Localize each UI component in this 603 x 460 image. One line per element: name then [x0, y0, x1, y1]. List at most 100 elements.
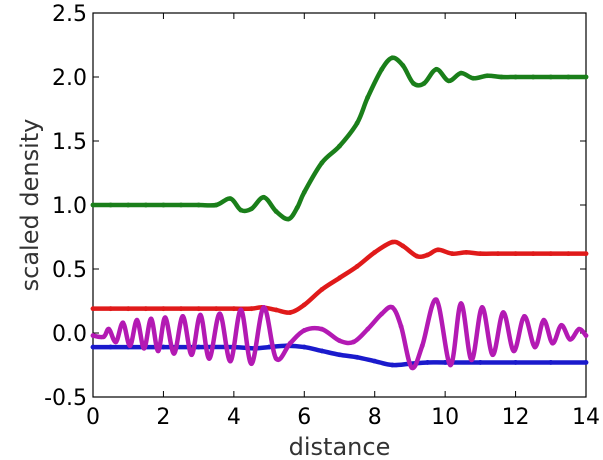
data-point — [196, 344, 202, 350]
data-point — [477, 251, 483, 257]
y-tick-label: -0.5 — [44, 386, 87, 411]
data-point — [108, 344, 114, 350]
data-point — [294, 205, 300, 210]
data-point — [513, 360, 518, 365]
data-point — [161, 202, 166, 208]
series-layer — [90, 55, 589, 371]
data-point — [479, 305, 485, 310]
series-2 — [90, 239, 589, 315]
data-point — [389, 362, 395, 368]
data-point — [180, 313, 186, 319]
data-point — [400, 63, 406, 68]
data-point — [583, 333, 589, 338]
data-point — [101, 334, 106, 340]
data-point — [354, 354, 360, 360]
data-point — [196, 202, 202, 208]
data-point — [425, 360, 430, 365]
data-point — [108, 306, 114, 312]
data-point — [521, 313, 527, 319]
data-point — [379, 66, 385, 72]
data-point — [206, 356, 212, 361]
data-point — [319, 348, 325, 354]
data-point — [495, 251, 501, 257]
data-point — [463, 249, 469, 255]
data-point — [379, 311, 385, 317]
x-tick-label: 6 — [297, 405, 311, 430]
data-point — [477, 360, 483, 365]
data-point — [90, 202, 96, 208]
data-point — [238, 307, 244, 313]
data-point — [213, 306, 219, 312]
y-tick-label: 1.0 — [52, 194, 87, 219]
data-point — [287, 340, 293, 346]
data-point — [141, 345, 147, 351]
data-point — [301, 189, 307, 195]
data-point — [548, 251, 554, 257]
data-point — [513, 74, 518, 80]
data-point — [425, 252, 430, 258]
data-point — [162, 315, 168, 321]
data-point — [583, 74, 589, 80]
data-point — [113, 339, 119, 345]
data-point — [414, 253, 420, 259]
data-point — [433, 297, 439, 303]
ticks-layer: 0 2 4 6 8 10 12 14 2.5 2.0 1.5 1.0 0.5 0.0 -0.5 — [44, 2, 600, 430]
data-point — [433, 66, 439, 72]
x-tick-label: 4 — [227, 405, 241, 430]
data-point — [273, 209, 279, 214]
data-point — [319, 326, 325, 332]
data-point — [351, 339, 356, 345]
data-point — [90, 333, 96, 338]
data-point — [266, 344, 272, 350]
data-point — [490, 352, 496, 358]
x-tick-label: 2 — [156, 405, 170, 430]
data-point — [127, 343, 133, 349]
data-point — [301, 328, 307, 333]
data-point — [548, 360, 554, 365]
data-point — [337, 352, 342, 358]
data-point — [286, 216, 291, 222]
data-point — [548, 74, 554, 80]
data-point — [106, 326, 112, 332]
data-point — [558, 322, 564, 328]
data-point — [261, 305, 267, 310]
data-point — [470, 75, 476, 81]
y-tick-label: 2.0 — [52, 66, 87, 91]
data-point — [120, 320, 126, 326]
x-tick-label: 12 — [502, 405, 530, 430]
data-point — [161, 344, 166, 350]
data-point — [583, 360, 589, 365]
data-point — [365, 326, 371, 332]
x-tick-label: 0 — [86, 405, 100, 430]
data-point — [178, 202, 184, 208]
data-point — [567, 337, 573, 342]
data-point — [500, 310, 506, 315]
data-point — [354, 120, 360, 126]
data-point — [400, 243, 406, 249]
data-point — [217, 311, 223, 317]
data-point — [458, 301, 464, 306]
data-point — [449, 251, 455, 257]
data-point — [372, 358, 378, 364]
data-point — [287, 310, 293, 315]
data-point — [227, 358, 233, 364]
data-point — [541, 317, 547, 323]
data-point — [178, 306, 184, 312]
data-point — [143, 202, 149, 208]
data-point — [196, 306, 202, 312]
x-axis-label: distance — [289, 433, 391, 460]
data-point — [372, 249, 378, 255]
data-point — [550, 340, 555, 346]
data-point — [249, 206, 254, 212]
data-point — [198, 312, 203, 318]
data-point — [301, 344, 307, 350]
data-point — [143, 306, 149, 312]
data-point — [227, 196, 233, 202]
data-point — [446, 78, 452, 84]
data-point — [530, 74, 536, 80]
data-point — [148, 316, 154, 322]
data-point — [354, 264, 360, 269]
data-point — [161, 306, 166, 312]
